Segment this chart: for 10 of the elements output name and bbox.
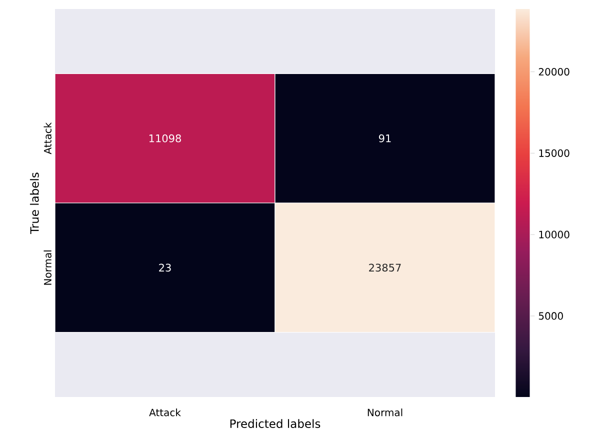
x-axis-title: Predicted labels (230, 419, 320, 428)
data-label: 11098 (149, 134, 181, 142)
color-bar-label: 20000 (538, 68, 570, 76)
color-bar-label: 5000 (538, 312, 563, 320)
data-label: 91 (378, 134, 391, 142)
color-bar-label: 15000 (539, 149, 570, 157)
data-label: 23857 (369, 264, 401, 272)
color-bar-label: 10000 (539, 230, 570, 238)
data-label: 23 (159, 264, 171, 272)
y-axis-title: True labels (30, 172, 39, 234)
